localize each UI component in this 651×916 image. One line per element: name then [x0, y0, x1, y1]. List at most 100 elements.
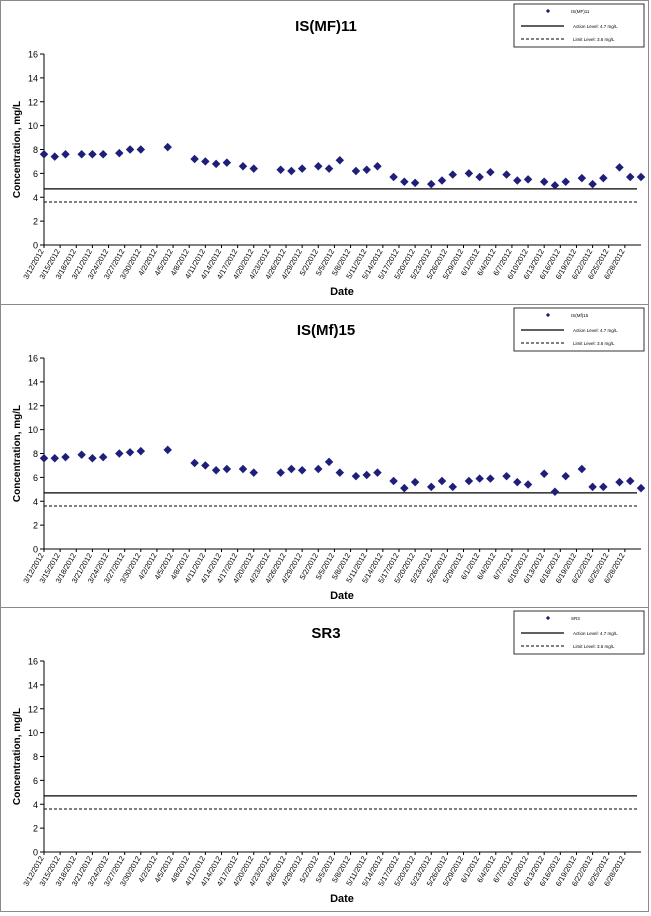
- data-point: [448, 170, 457, 179]
- data-point: [373, 161, 382, 171]
- data-point: [39, 150, 49, 159]
- data-point: [561, 471, 570, 481]
- x-axis-label: Date: [330, 286, 354, 298]
- data-point: [314, 464, 323, 474]
- data-point: [615, 477, 624, 487]
- y-tick-label: 14: [28, 680, 38, 690]
- y-tick-label: 0: [33, 848, 38, 858]
- data-point: [324, 457, 334, 467]
- data-point: [410, 477, 420, 487]
- data-point: [437, 176, 447, 185]
- legend-label-action: Action Level: 4.7 mg/L: [573, 24, 618, 29]
- data-point: [539, 177, 549, 186]
- y-tick-label: 4: [33, 497, 38, 507]
- data-point: [249, 164, 258, 173]
- data-point: [351, 471, 361, 481]
- data-point: [351, 166, 361, 176]
- data-point: [502, 170, 511, 179]
- y-tick-label: 12: [28, 401, 38, 411]
- data-point: [201, 461, 210, 470]
- data-point: [577, 464, 587, 474]
- x-axis-label: Date: [330, 590, 354, 602]
- legend-label-series: IS(Mf)15: [571, 313, 589, 318]
- data-point: [50, 152, 59, 161]
- data-point: [238, 161, 248, 171]
- y-tick-label: 2: [33, 521, 38, 531]
- data-point: [276, 468, 285, 477]
- data-point: [297, 465, 307, 475]
- data-point: [190, 154, 199, 164]
- data-point: [98, 452, 108, 462]
- data-point: [550, 181, 560, 190]
- legend-label-action: Action Level: 4.7 mg/L: [573, 631, 618, 636]
- data-point: [125, 448, 135, 457]
- data-point: [400, 483, 409, 493]
- chart-svg: IS(Mf)15 IS(Mf)15 Action Level: 4.7 mg/L Li…: [12, 307, 646, 602]
- y-tick-label: 8: [33, 752, 38, 762]
- data-point: [77, 150, 86, 159]
- legend-label-limit: Limit Level: 3.6 mg/L: [573, 341, 615, 346]
- y-tick-label: 8: [33, 449, 38, 459]
- y-tick-label: 4: [33, 800, 38, 810]
- data-point: [324, 164, 334, 173]
- data-point: [448, 482, 457, 492]
- legend-label-series: IS(MF)11: [571, 9, 590, 14]
- y-tick-label: 0: [33, 545, 38, 555]
- y-axis-label: Concentration, mg/L: [12, 708, 23, 805]
- legend-label-limit: Limit Level: 3.6 mg/L: [573, 644, 615, 649]
- data-point: [238, 464, 248, 474]
- data-point: [249, 468, 258, 477]
- data-point: [389, 172, 398, 182]
- y-tick-label: 6: [33, 473, 38, 483]
- y-tick-label: 12: [28, 704, 38, 714]
- data-point: [287, 166, 296, 176]
- data-point: [513, 176, 522, 185]
- data-point: [88, 454, 97, 463]
- data-point: [50, 454, 59, 463]
- data-point: [427, 482, 436, 492]
- data-point: [222, 464, 232, 474]
- chart-panel-is-mf-11: IS(MF)11 IS(MF)11 Action Level: 4.7 mg/L Li…: [0, 0, 649, 305]
- data-point: [115, 148, 124, 158]
- data-point: [297, 164, 307, 173]
- y-tick-label: 10: [28, 728, 38, 738]
- y-tick-label: 10: [28, 121, 38, 131]
- data-point: [39, 454, 49, 463]
- legend-label-limit: Limit Level: 3.6 mg/L: [573, 37, 615, 42]
- y-tick-label: 0: [33, 241, 38, 251]
- data-point: [588, 179, 597, 189]
- data-point: [588, 482, 597, 492]
- data-point: [599, 482, 608, 492]
- data-point: [410, 178, 420, 188]
- data-point: [61, 150, 70, 159]
- data-point: [335, 468, 345, 477]
- data-point: [77, 450, 86, 459]
- legend: IS(Mf)15 Action Level: 4.7 mg/L Limit Leve…: [513, 307, 645, 352]
- y-tick-label: 14: [28, 73, 38, 83]
- y-tick-label: 2: [33, 824, 38, 834]
- y-tick-label: 16: [28, 657, 38, 667]
- y-tick-label: 6: [33, 776, 38, 786]
- data-point: [615, 163, 624, 172]
- data-point: [98, 150, 108, 159]
- data-point: [626, 476, 635, 486]
- data-point: [486, 474, 495, 483]
- y-tick-label: 4: [33, 193, 38, 203]
- data-point: [276, 165, 285, 175]
- data-point: [362, 165, 371, 175]
- data-point: [222, 158, 232, 167]
- chart-title: IS(MF)11: [295, 18, 357, 35]
- legend: IS(MF)11 Action Level: 4.7 mg/L Limit Leve…: [513, 3, 645, 48]
- y-tick-label: 2: [33, 217, 38, 227]
- y-axis-label: Concentration, mg/L: [12, 101, 23, 198]
- data-point: [502, 471, 511, 481]
- data-point: [464, 476, 474, 486]
- data-point: [561, 177, 570, 186]
- data-point: [163, 445, 172, 455]
- data-point: [427, 179, 436, 189]
- legend: SR3 Action Level: 4.7 mg/L Limit Level: 3.…: [513, 610, 645, 655]
- data-point: [314, 161, 323, 171]
- data-point: [626, 172, 635, 182]
- chart-panel-sr3: SR3 SR3 Action Level: 4.7 mg/L Limit Level:…: [0, 607, 649, 912]
